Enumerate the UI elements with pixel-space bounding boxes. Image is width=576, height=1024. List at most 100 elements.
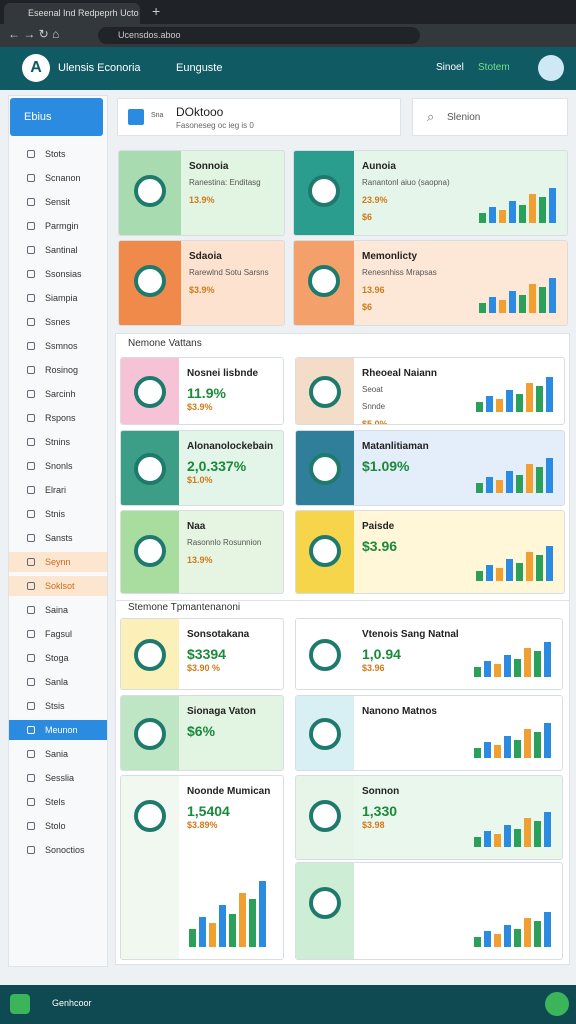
card[interactable]: Nanono Matnos [295,695,563,771]
sidebar-item[interactable]: Stots [9,144,107,164]
sidebar-icon [27,342,35,350]
title-icon [128,109,144,125]
menu[interactable]: Eunguste [176,62,223,74]
tray-icon[interactable] [545,992,569,1016]
tab[interactable]: Eseenal Ind Redpeprh Ucto [4,3,140,24]
url: Ucensdos.aboo [118,30,181,40]
sidebar-icon [27,726,35,734]
sidebar-item[interactable]: Saina [9,600,107,620]
decor-bar [534,921,541,947]
card[interactable]: Alonanolockebain 2,0.337% $1.0% [120,430,284,506]
search-box[interactable]: ⌕ Slenion [412,98,568,136]
card-icon-area [121,358,179,424]
avatar[interactable] [538,55,564,81]
card[interactable]: Sdaoia Rarewlnd Sotu Sarsns $3.9% [118,240,285,326]
sidebar-item[interactable]: Stolo [9,816,107,836]
card[interactable]: Sonnon 1,330 $3.98 [295,775,563,860]
sidebar-item[interactable]: Rosinog [9,360,107,380]
sidebar-label: Sansts [45,533,73,543]
tab-bar: Eseenal Ind Redpeprh Ucto + [0,0,576,24]
sidebar-item[interactable]: Scnanon [9,168,107,188]
sidebar-item[interactable]: Seynn [9,552,107,572]
sidebar-item[interactable]: Elrari [9,480,107,500]
sidebar-item[interactable]: Meunon [9,720,107,740]
card[interactable] [295,862,563,960]
card-value: $3.96 [362,538,398,554]
sidebar-icon [27,678,35,686]
sidebar-item[interactable]: Sania [9,744,107,764]
card[interactable]: Sionaga Vaton $6% [120,695,284,771]
new-tab[interactable]: + [152,3,161,19]
card[interactable]: Sonsotakana $3394 $3.90 % [120,618,284,690]
card-title: Sdaoia [189,251,222,262]
sidebar-item[interactable]: Ssonsias [9,264,107,284]
decor-bar [209,923,216,947]
decor-bar [524,648,531,677]
sidebar-icon [27,798,35,806]
decor-bar [534,732,541,758]
card[interactable]: Naa Rasonnlo Rosunnion 13.9% [120,510,284,594]
sidebar-item[interactable]: Stnins [9,432,107,452]
sidebar-item[interactable]: Rspons [9,408,107,428]
sidebar-label: Ssmnos [45,341,78,351]
status[interactable]: Stotem [478,62,510,73]
sidebar-item[interactable]: Parmgin [9,216,107,236]
sidebar-label: Rspons [45,413,76,423]
card-value: 13.9% [189,195,215,205]
sidebar-item[interactable]: Snonls [9,456,107,476]
sidebar-item[interactable]: Fagsul [9,624,107,644]
sidebar-item[interactable]: Ssnes [9,312,107,332]
card-value: $3.9% [187,402,213,412]
card[interactable]: Noonde Mumican 1,5404 $3.89% [120,775,284,960]
sidebar-item[interactable]: Siampia [9,288,107,308]
sidebar-active[interactable]: Ebius [10,98,103,136]
card-value: 13.96 [362,285,385,295]
card[interactable]: Nosnei lisbnde 11.9% $3.9% [120,357,284,425]
start-button[interactable] [10,994,30,1014]
card[interactable]: Paisde $3.96 [295,510,565,594]
url-field[interactable]: Ucensdos.aboo [98,27,420,44]
sidebar-item[interactable]: Sanla [9,672,107,692]
card[interactable]: Vtenois Sang Natnal 1,0.94 $3.96 [295,618,563,690]
sidebar-icon [27,246,35,254]
card-icon-area [121,511,179,593]
sidebar-icon [27,270,35,278]
sidebar-item[interactable]: Stels [9,792,107,812]
card-icon-area [296,696,354,770]
sidebar-item[interactable]: Soklsot [9,576,107,596]
card[interactable]: Sonnoia Ranestina: Enditasg 13.9% [118,150,285,236]
sidebar-item[interactable]: Stsis [9,696,107,716]
sidebar-item[interactable]: Santinal [9,240,107,260]
logo[interactable]: A [22,54,50,82]
card-title: Alonanolockebain [187,441,274,452]
sidebar-label: Ssonsias [45,269,82,279]
card[interactable]: Rheoeal Naiann Seoat Snnde $5.0% [295,357,565,425]
user[interactable]: Sinoel [436,62,464,73]
sidebar-item[interactable]: Sarcinh [9,384,107,404]
sidebar-item[interactable]: Sonoctios [9,840,107,860]
sidebar-item[interactable]: Sansts [9,528,107,548]
sidebar-item[interactable]: Sensit [9,192,107,212]
decor-bar [509,200,516,223]
sidebar-item[interactable]: Sesslia [9,768,107,788]
sidebar-item[interactable]: Stoga [9,648,107,668]
card-icon-area [119,151,181,235]
card[interactable]: Aunoia Ranantonl aiuo (saopna) 23.9% $6 [293,150,568,236]
sidebar-item[interactable]: Ssmnos [9,336,107,356]
card-icon [309,718,341,750]
decor-bar [506,558,513,581]
card-caption: Renesnhiss Mrapsas [362,268,437,277]
nav-buttons[interactable]: ← → ↻ ⌂ [8,27,60,41]
decor-bar [474,937,481,947]
card-value: 1,5404 [187,803,230,819]
card-value: $6 [362,302,373,312]
decor-bar [539,197,546,223]
card-icon [134,376,166,408]
decor-bar [536,386,543,412]
card-icon [309,376,341,408]
sidebar-label: Parmgin [45,221,79,231]
sidebar-item[interactable]: Stnis [9,504,107,524]
card[interactable]: Matanlitiaman $1.09% [295,430,565,506]
card[interactable]: Memonlicty Renesnhiss Mrapsas 13.96 $6 [293,240,568,326]
sidebar-icon [27,438,35,446]
